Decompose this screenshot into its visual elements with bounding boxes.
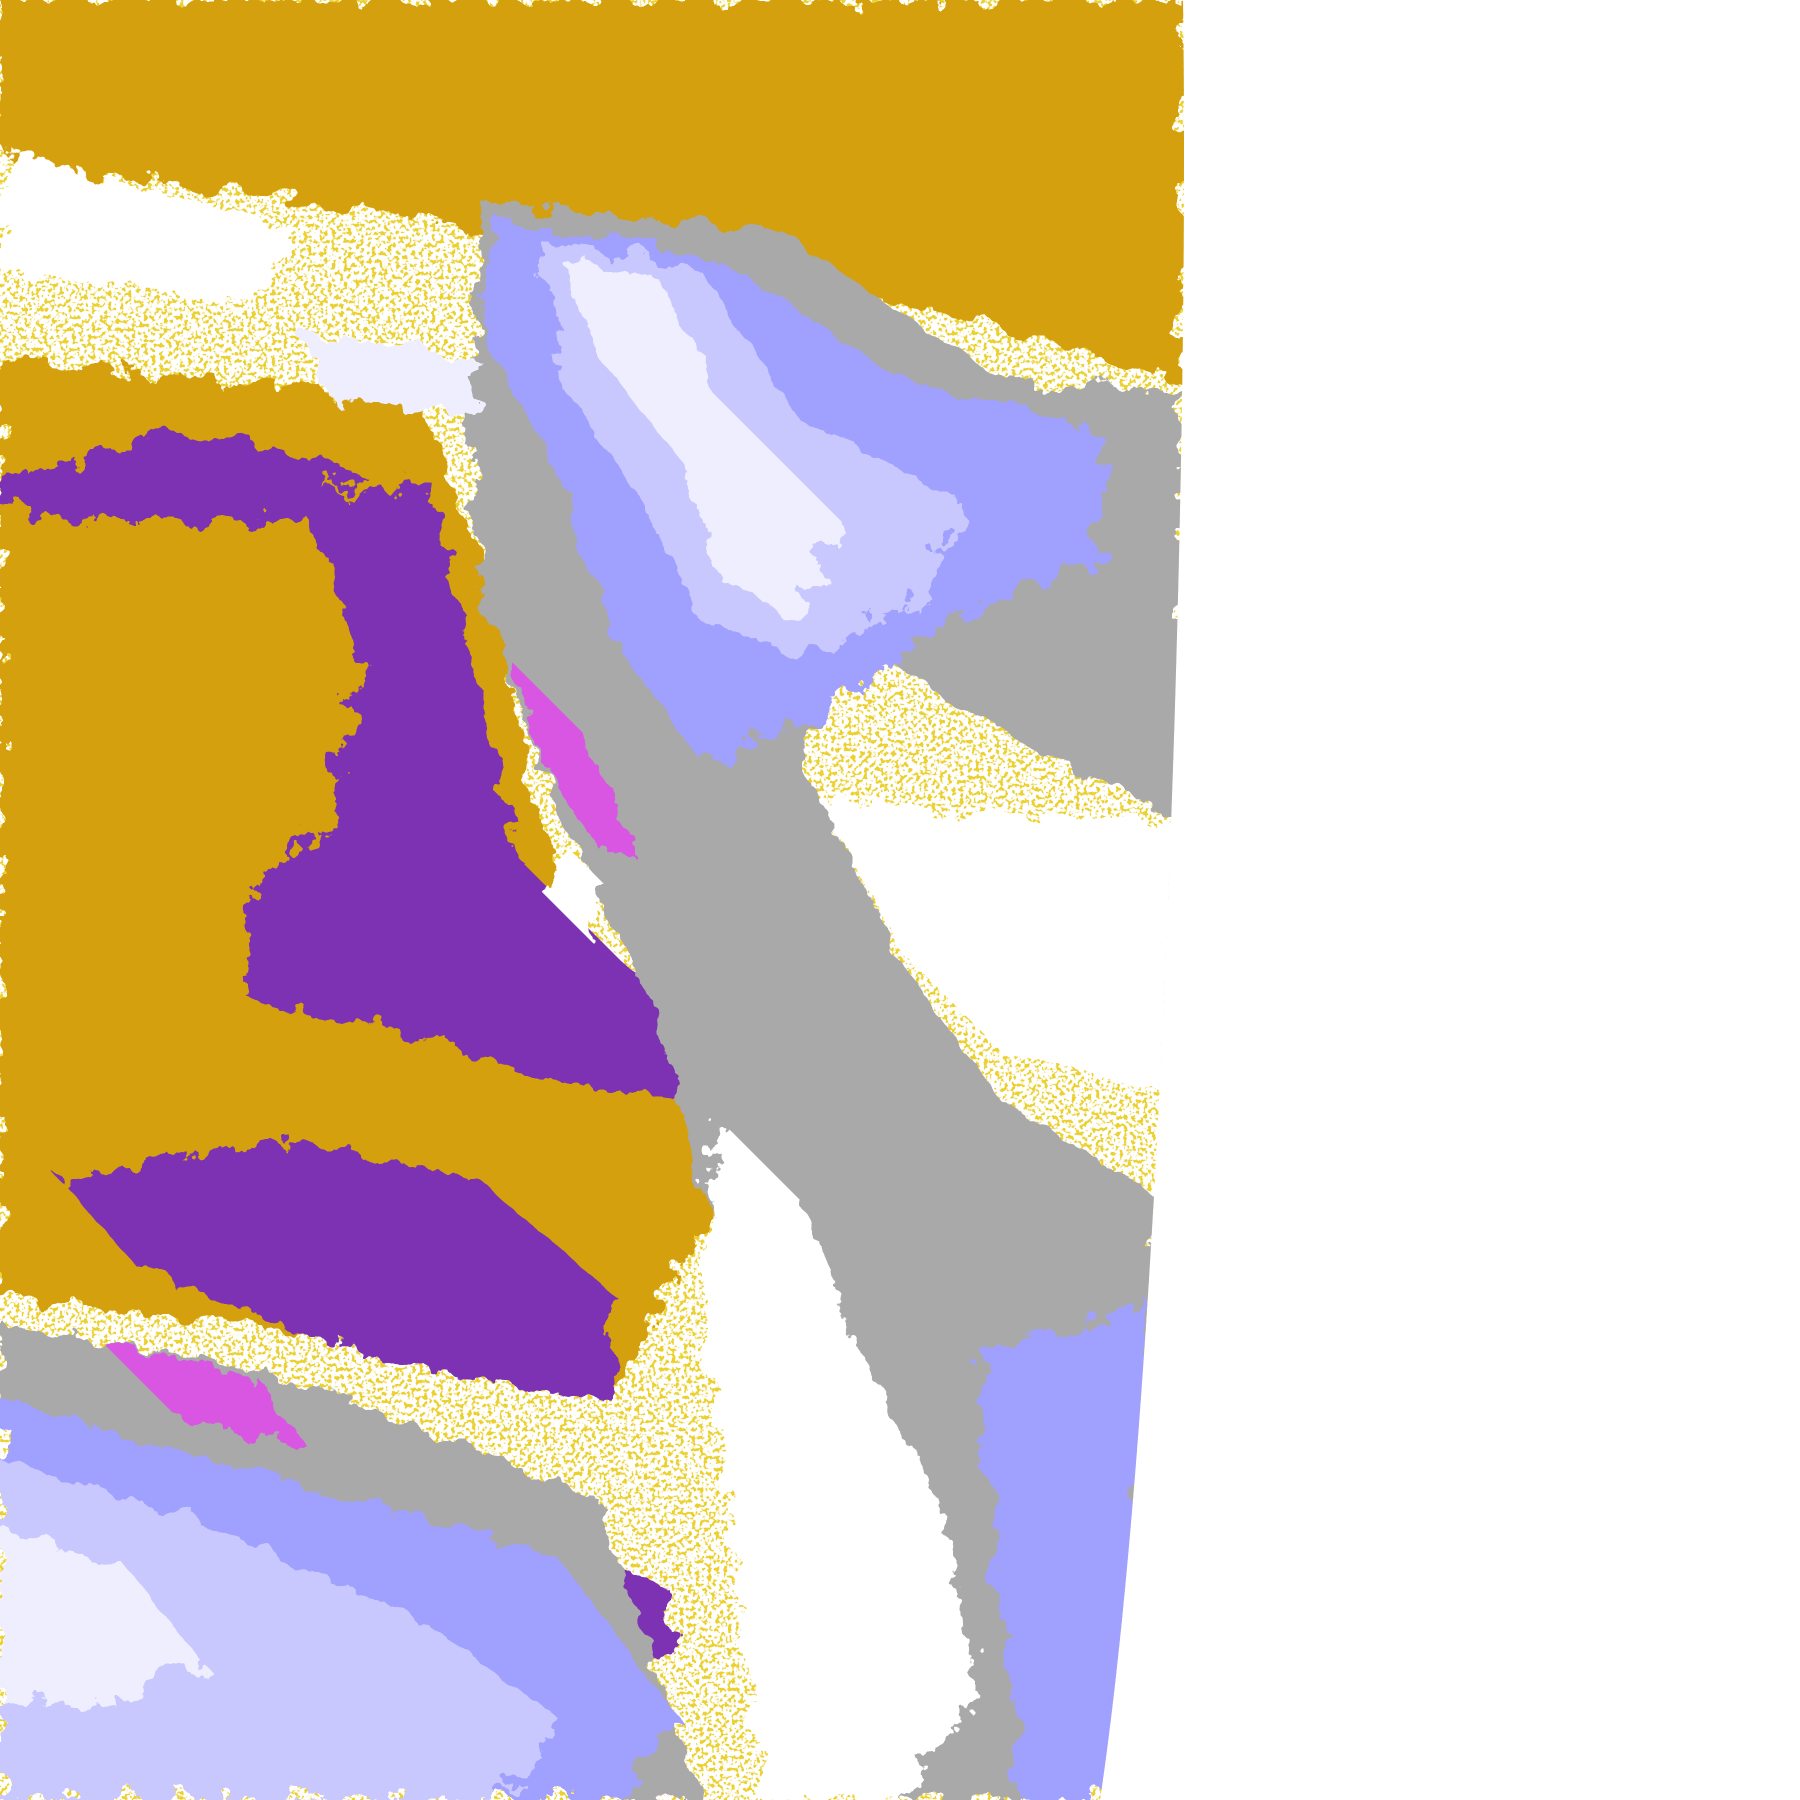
clear-region-north bbox=[0, 150, 300, 300]
lavender-cloud-southwest bbox=[0, 1460, 560, 1800]
magenta-patch-southwest bbox=[100, 1340, 300, 1440]
magenta-patch-central bbox=[510, 660, 640, 860]
earth-disk bbox=[0, 0, 1184, 1800]
clear-region-central bbox=[550, 840, 600, 940]
clear-region-south bbox=[700, 1120, 980, 1800]
periwinkle-cloud-southeast bbox=[980, 1300, 1150, 1800]
gold-region-north bbox=[0, 0, 1183, 380]
purple-region-central bbox=[240, 480, 740, 1110]
light-cloud-northwest bbox=[300, 330, 480, 420]
light-cloud-north bbox=[560, 260, 840, 620]
clear-region-east bbox=[820, 800, 1183, 1100]
purple-region-south bbox=[60, 1140, 620, 1400]
purple-band-north bbox=[0, 430, 360, 520]
light-cloud-southwest bbox=[0, 1530, 200, 1710]
